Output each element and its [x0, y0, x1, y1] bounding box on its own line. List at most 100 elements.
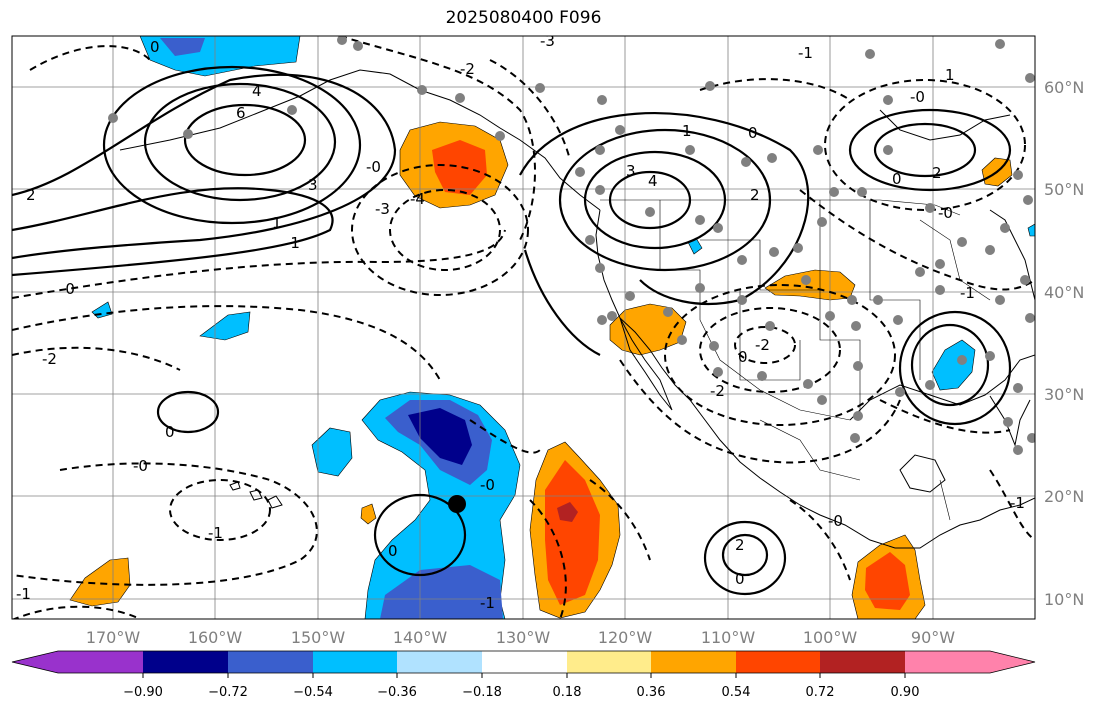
contour-label: 2 — [750, 186, 760, 204]
contour-label: -1 — [1010, 494, 1025, 512]
lon-label: 140°W — [393, 628, 448, 647]
colorbar-swatch — [651, 651, 736, 673]
lon-label: 90°W — [911, 628, 955, 647]
shade-blue-small-2 — [199, 311, 251, 341]
contour-label: -0 — [60, 280, 75, 298]
shade-blue-north-core — [160, 38, 205, 56]
contour-label: -3 — [540, 32, 555, 50]
colorbar-tick-label: 0.18 — [553, 685, 582, 700]
shade-gulf-alaska-core — [432, 140, 487, 195]
lat-label: 30°N — [1044, 385, 1084, 404]
contour-label: 0 — [748, 124, 758, 142]
lon-label: 120°W — [598, 628, 653, 647]
contour-label: -3 — [375, 200, 390, 218]
colorbar-swatch — [313, 651, 397, 673]
contour-label: 0 — [738, 348, 748, 366]
contours-positive — [12, 65, 1012, 596]
lat-label: 20°N — [1044, 487, 1084, 506]
colorbar-swatch — [820, 651, 905, 673]
contour-label: 0 — [165, 423, 175, 441]
lat-label: 40°N — [1044, 283, 1084, 302]
contour-label: -1 — [285, 234, 300, 252]
contour-label: 0 — [388, 542, 398, 560]
map-title: 2025080400 F096 — [445, 8, 602, 28]
coast-hawaii-3 — [267, 495, 283, 509]
lon-label: 170°W — [86, 628, 141, 647]
colorbar-tick-label: 0.36 — [637, 685, 666, 700]
contour-label: 0 — [150, 38, 160, 56]
coast-hawaii-2 — [249, 489, 263, 501]
contour-label: 1 — [682, 122, 692, 140]
colorbar: −0.90 −0.72 −0.54 −0.36 −0.18 0.18 0.36 … — [11, 650, 1036, 700]
colorbar-tick-label: 0.90 — [891, 685, 920, 700]
contour-label: -2 — [710, 382, 725, 400]
contour-label: -2 — [755, 336, 770, 354]
contour-label: 6 — [236, 104, 246, 122]
contour-label: -1 — [798, 44, 813, 62]
colorbar-swatch — [482, 651, 567, 673]
contour-label: 4 — [648, 172, 658, 190]
contour-label-group: 0 4 6 3 2 1 -0 -1 -2 -3 -4 -0 0 -1 -2 -3… — [16, 32, 1025, 612]
contour-label: 2 — [735, 536, 745, 554]
shade-orange-small — [360, 503, 377, 525]
shade-darkred-125w — [557, 502, 578, 522]
colorbar-tick-label: −0.90 — [123, 685, 163, 700]
contour-label: -0 — [366, 158, 381, 176]
colorbar-swatch — [567, 651, 651, 673]
colorbar-swatch — [143, 651, 228, 673]
shade-red-central-america — [865, 552, 910, 610]
contour-label: 1 — [945, 66, 955, 84]
contours-negative — [12, 36, 1035, 619]
contour-label: -1 — [960, 284, 975, 302]
lon-label: 160°W — [188, 628, 243, 647]
contour-label: -1 — [16, 585, 31, 603]
contour-label: -1 — [208, 524, 223, 542]
lat-label: 50°N — [1044, 180, 1084, 199]
coast-hawaii-1 — [229, 481, 241, 491]
station-markers — [108, 36, 1035, 455]
lat-axis: 60°N 50°N 40°N 30°N 20°N 10°N — [1044, 78, 1084, 609]
colorbar-swatch — [397, 651, 482, 673]
contour-label: -0 — [480, 476, 495, 494]
contour-label: 3 — [308, 176, 318, 194]
contour-label: -0 — [938, 204, 953, 222]
shaded-fields — [69, 36, 1035, 619]
contour-label: -4 — [410, 190, 425, 208]
colorbar-tick-label: 0.54 — [722, 685, 751, 700]
contour-label: 4 — [252, 82, 262, 100]
lon-label: 100°W — [803, 628, 858, 647]
contour-label: -0 — [828, 512, 843, 530]
lon-label: 110°W — [701, 628, 756, 647]
colorbar-tick-label: −0.54 — [293, 685, 333, 700]
colorbar-swatch — [905, 651, 1035, 673]
contour-label: 2 — [932, 164, 942, 182]
colorbar-swatch — [736, 651, 820, 673]
contour-label: 2 — [26, 186, 36, 204]
shade-blue-south-mid — [380, 565, 503, 619]
coast-gulf — [849, 354, 1035, 421]
coast-west-na — [595, 209, 1035, 549]
contour-label: 1 — [272, 214, 282, 232]
shade-blue-central-core — [408, 408, 472, 465]
contour-label: -0 — [910, 88, 925, 106]
colorbar-tick-label: 0.72 — [806, 685, 835, 700]
shade-orange-sw — [69, 557, 131, 607]
contour-label: -2 — [460, 60, 475, 78]
contour-label: 0 — [735, 570, 745, 588]
lon-axis: 170°W 160°W 150°W 140°W 130°W 120°W 110°… — [86, 628, 955, 647]
contour-label: 0 — [892, 170, 902, 188]
storm-center-marker — [448, 495, 466, 513]
contour-label: -0 — [133, 457, 148, 475]
colorbar-tick-label: −0.18 — [462, 685, 502, 700]
contour-label: -1 — [480, 594, 495, 612]
contour-label: 3 — [626, 162, 636, 180]
coast-hudson — [879, 109, 1011, 141]
map-border — [11, 35, 1036, 620]
coast-yucatan — [899, 454, 946, 493]
colorbar-swatch — [12, 651, 143, 673]
lon-label: 130°W — [496, 628, 551, 647]
coast-florida — [989, 395, 1031, 447]
map-panel: 0 4 6 3 2 1 -0 -1 -2 -3 -4 -0 0 -1 -2 -3… — [12, 32, 1035, 619]
shade-blue-se — [931, 339, 976, 391]
